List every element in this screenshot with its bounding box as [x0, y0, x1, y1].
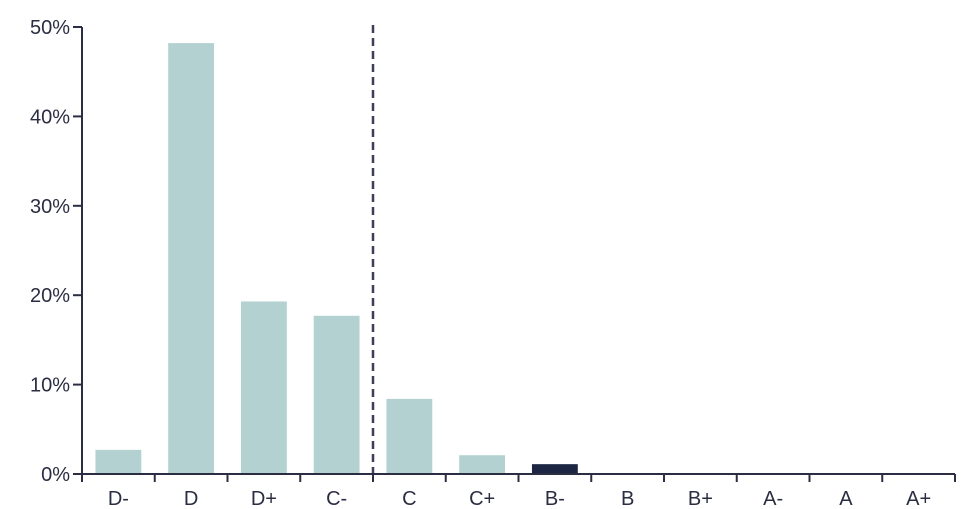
y-axis-ticks: 0% 10% 20% 30% 40% 50%	[30, 17, 82, 486]
bar-c	[386, 398, 433, 474]
x-tick-label: A	[839, 488, 853, 509]
bar-d-minus	[95, 449, 142, 474]
x-tick-label: A+	[906, 488, 931, 509]
x-tick-label: C-	[326, 488, 347, 509]
y-tick-label: 0%	[41, 464, 70, 486]
bar-d	[168, 43, 215, 474]
x-tick-label: C	[402, 488, 416, 509]
bar-d-plus	[240, 301, 287, 474]
y-tick-label: 30%	[30, 196, 70, 218]
x-axis-ticks: D- D D+ C- C C+ B- B B+ A- A A+	[81, 474, 956, 509]
bar-b-minus	[531, 464, 578, 474]
x-tick-label: D+	[251, 488, 277, 509]
bar-c-minus	[313, 315, 360, 474]
bar-c-plus	[459, 455, 506, 474]
y-tick-label: 10%	[30, 375, 70, 397]
y-tick-label: 50%	[30, 17, 70, 39]
bars	[95, 43, 578, 474]
x-tick-label: B-	[545, 488, 565, 509]
x-tick-label: A-	[763, 488, 783, 509]
y-tick-label: 20%	[30, 285, 70, 307]
x-tick-label: D	[184, 488, 198, 509]
y-tick-label: 40%	[30, 106, 70, 128]
x-tick-label: C+	[469, 488, 495, 509]
x-tick-label: B+	[688, 488, 713, 509]
x-tick-label: B	[621, 488, 634, 509]
x-tick-label: D-	[108, 488, 129, 509]
